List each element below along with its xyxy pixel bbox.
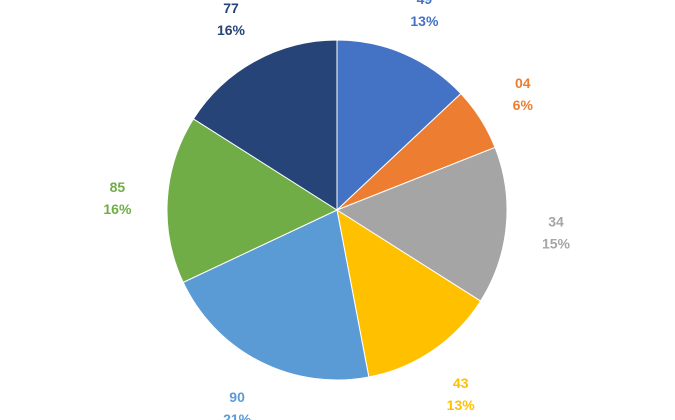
pie-slice-43 bbox=[336, 208, 482, 378]
slice-label-04: 04 bbox=[515, 75, 531, 91]
pie-slices bbox=[166, 39, 508, 381]
slice-label-85: 85 bbox=[110, 179, 126, 195]
slice-percent-49: 13% bbox=[410, 13, 439, 29]
pie-slice-90 bbox=[182, 209, 370, 381]
slice-percent-34: 15% bbox=[542, 236, 571, 252]
slice-label-49: 49 bbox=[417, 0, 433, 7]
pie-slice-77 bbox=[192, 39, 338, 211]
slice-label-43: 43 bbox=[453, 375, 469, 391]
slice-percent-43: 13% bbox=[447, 397, 476, 413]
slice-percent-04: 6% bbox=[513, 97, 534, 113]
pie-slice-49 bbox=[336, 39, 462, 212]
slice-label-90: 90 bbox=[229, 389, 245, 405]
pie-labels: 49 13% 04 6% 34 15% 43 13% 90 21% 85 16% 77 16% bbox=[103, 0, 570, 420]
slice-label-34: 34 bbox=[548, 214, 564, 230]
slice-percent-90: 21% bbox=[223, 411, 252, 420]
pie-slice-34 bbox=[335, 146, 508, 302]
slice-label-77: 77 bbox=[223, 0, 239, 16]
pie-slice-85 bbox=[166, 118, 339, 284]
slice-percent-77: 16% bbox=[217, 22, 246, 38]
slice-percent-85: 16% bbox=[103, 201, 132, 217]
